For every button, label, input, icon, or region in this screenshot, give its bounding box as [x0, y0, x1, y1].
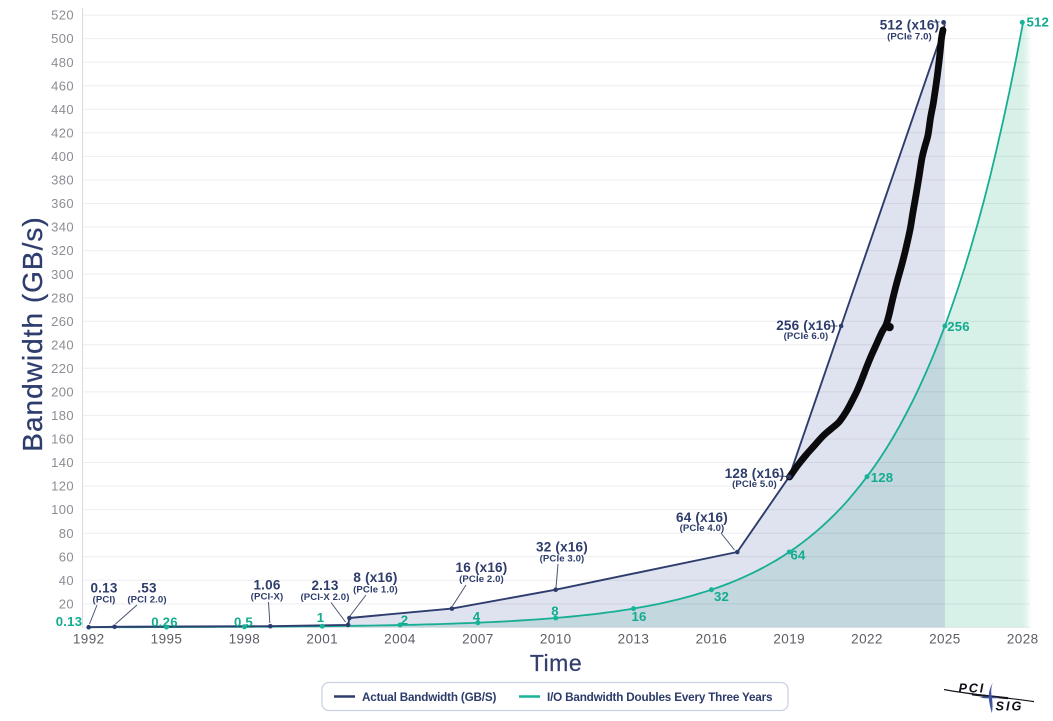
svg-text:32: 32: [714, 589, 729, 604]
svg-text:360: 360: [51, 196, 74, 211]
svg-text:440: 440: [51, 102, 74, 117]
svg-text:256: 256: [947, 319, 970, 334]
svg-text:120: 120: [51, 479, 74, 494]
svg-text:8 (x16): 8 (x16): [353, 570, 397, 585]
svg-text:0.13: 0.13: [90, 581, 117, 596]
svg-text:2028: 2028: [1007, 632, 1039, 647]
svg-text:2013: 2013: [618, 632, 650, 647]
svg-text:512: 512: [1026, 14, 1049, 29]
svg-text:160: 160: [51, 432, 74, 447]
svg-text:1: 1: [317, 610, 325, 625]
svg-text:1998: 1998: [229, 632, 261, 647]
svg-text:512 (x16): 512 (x16): [880, 18, 940, 33]
svg-text:128: 128: [871, 470, 894, 485]
svg-text:(PCIe 3.0): (PCIe 3.0): [540, 554, 585, 565]
svg-text:20: 20: [59, 597, 74, 612]
svg-text:2004: 2004: [384, 632, 416, 647]
svg-text:460: 460: [51, 78, 74, 93]
svg-text:64: 64: [790, 548, 806, 563]
svg-text:400: 400: [51, 149, 74, 164]
svg-text:140: 140: [51, 455, 74, 470]
svg-text:500: 500: [51, 31, 74, 46]
svg-text:16 (x16): 16 (x16): [456, 560, 508, 575]
svg-text:280: 280: [51, 290, 74, 305]
svg-text:SIG: SIG: [996, 700, 1024, 714]
svg-text:1.06: 1.06: [253, 578, 280, 593]
svg-text:200: 200: [51, 385, 74, 400]
svg-text:(PCIe 7.0): (PCIe 7.0): [887, 32, 932, 43]
svg-text:2007: 2007: [462, 632, 494, 647]
svg-text:PCI: PCI: [959, 682, 986, 696]
svg-text:8: 8: [551, 604, 559, 619]
svg-text:2001: 2001: [306, 632, 338, 647]
svg-text:16: 16: [631, 609, 646, 624]
svg-text:480: 480: [51, 55, 74, 70]
svg-text:380: 380: [51, 173, 74, 188]
svg-text:128 (x16): 128 (x16): [725, 466, 785, 481]
svg-text:1995: 1995: [151, 632, 183, 647]
svg-text:340: 340: [51, 220, 74, 235]
svg-text:320: 320: [51, 243, 74, 258]
svg-text:240: 240: [51, 337, 74, 352]
svg-text:2025: 2025: [929, 632, 961, 647]
svg-text:180: 180: [51, 408, 74, 423]
svg-text:4: 4: [473, 609, 481, 624]
svg-text:80: 80: [59, 526, 74, 541]
svg-text:2016: 2016: [696, 632, 728, 647]
svg-text:(PCIe 5.0): (PCIe 5.0): [732, 479, 777, 490]
svg-text:Bandwidth (GB/s): Bandwidth (GB/s): [17, 216, 48, 451]
svg-text:Actual Bandwidth (GB/S): Actual Bandwidth (GB/S): [362, 691, 496, 704]
svg-text:40: 40: [59, 573, 74, 588]
svg-text:0.26: 0.26: [151, 615, 177, 630]
svg-text:(PCI-X 2.0): (PCI-X 2.0): [300, 592, 349, 603]
svg-text:(PCIe 6.0): (PCIe 6.0): [784, 331, 829, 342]
svg-text:260: 260: [51, 314, 74, 329]
svg-text:0.13: 0.13: [56, 614, 82, 629]
svg-text:2.13: 2.13: [311, 578, 338, 593]
svg-text:(PCI-X): (PCI-X): [251, 592, 284, 603]
svg-text:I/O Bandwidth Doubles Every Th: I/O Bandwidth Doubles Every Three Years: [547, 691, 773, 704]
svg-text:520: 520: [51, 8, 74, 23]
svg-text:1992: 1992: [73, 632, 105, 647]
svg-text:32 (x16): 32 (x16): [536, 540, 588, 555]
svg-text:Time: Time: [530, 650, 582, 676]
svg-text:256 (x16): 256 (x16): [776, 318, 836, 333]
svg-text:(PCIe 2.0): (PCIe 2.0): [459, 574, 504, 585]
svg-text:100: 100: [51, 502, 74, 517]
svg-text:64 (x16): 64 (x16): [676, 510, 728, 525]
svg-text:2: 2: [401, 613, 409, 628]
svg-text:(PCIe 4.0): (PCIe 4.0): [680, 523, 725, 534]
svg-text:2022: 2022: [851, 632, 883, 647]
svg-text:0.5: 0.5: [234, 615, 253, 630]
svg-text:(PCI 2.0): (PCI 2.0): [127, 595, 166, 606]
svg-text:220: 220: [51, 361, 74, 376]
svg-text:60: 60: [59, 549, 74, 564]
svg-text:420: 420: [51, 125, 74, 140]
svg-text:.53: .53: [137, 581, 157, 596]
svg-text:2010: 2010: [540, 632, 572, 647]
svg-text:(PCI): (PCI): [93, 595, 116, 606]
svg-text:300: 300: [51, 267, 74, 282]
svg-text:(PCIe 1.0): (PCIe 1.0): [353, 585, 398, 596]
svg-text:2019: 2019: [773, 632, 805, 647]
